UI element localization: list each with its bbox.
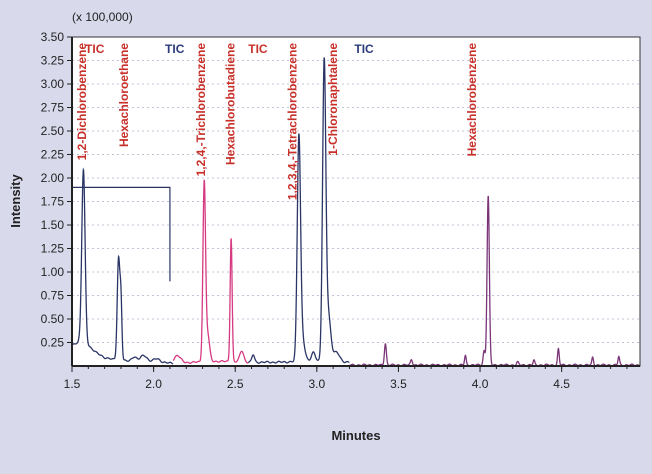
trace-segment-1 xyxy=(71,167,174,365)
x-tick-label: 4.5 xyxy=(553,377,570,391)
x-tick-label: 3.0 xyxy=(308,377,325,391)
peak-label: Hexachlorobenzene xyxy=(465,43,479,157)
scale-note: (x 100,000) xyxy=(72,10,133,24)
x-tick-label: 4.0 xyxy=(472,377,489,391)
y-tick-label: 1.00 xyxy=(41,265,65,279)
y-tick-label: 1.50 xyxy=(41,218,65,232)
tic-label: TIC xyxy=(354,42,374,56)
chromatogram-traces xyxy=(71,57,641,367)
segment-bracket xyxy=(72,186,171,282)
trace-segment-3 xyxy=(247,57,350,364)
tic-label: TIC xyxy=(85,42,105,56)
tic-label: TIC xyxy=(248,42,268,56)
x-tick-label: 2.0 xyxy=(145,377,162,391)
x-tick-label: 1.5 xyxy=(64,377,81,391)
peak-label: 1-Chloronaphtalene xyxy=(326,43,340,156)
peak-labels: 1,2-Dichlorobenzene Hexachloroethane 1,2,4… xyxy=(75,43,479,200)
y-tick-label: 0.25 xyxy=(41,336,65,350)
y-tick-label: 0.50 xyxy=(41,312,65,326)
y-tick-label: 2.50 xyxy=(41,124,65,138)
y-tick-label: 3.25 xyxy=(41,54,65,68)
trace-segment-4 xyxy=(349,195,641,367)
trace-segment-2 xyxy=(172,179,249,364)
peak-label: Hexachlorobutadiene xyxy=(223,43,237,165)
y-tick-label: 2.25 xyxy=(41,148,65,162)
peak-label: 1,2,3,4,-Tetrachlorobenzene xyxy=(285,43,299,200)
y-tick-label: 1.25 xyxy=(41,242,65,256)
peak-label: 1,2-Dichlorobenzene xyxy=(75,43,89,161)
y-tick-label: 1.75 xyxy=(41,195,65,209)
y-axis-ticks: 0.25 0.50 0.75 1.00 1.25 1.50 1.75 2.00 2.25 2.50… xyxy=(41,30,72,350)
tic-labels: TIC TIC TIC TIC xyxy=(85,42,374,56)
x-axis-title: Minutes xyxy=(331,428,380,443)
plot-background xyxy=(72,37,640,366)
y-tick-label: 2.00 xyxy=(41,171,65,185)
x-axis-ticks: 1.5 2.0 2.5 3.0 3.5 4.0 4.5 xyxy=(64,366,628,391)
y-tick-label: 2.75 xyxy=(41,101,65,115)
bracket-marker xyxy=(72,186,171,282)
x-tick-label: 2.5 xyxy=(227,377,244,391)
y-tick-label: 0.75 xyxy=(41,289,65,303)
y-tick-label: 3.50 xyxy=(41,30,65,44)
y-axis-title: Intensity xyxy=(8,174,23,228)
peak-label: 1,2,4,-Trichlorobenzene xyxy=(194,43,208,177)
x-tick-label: 3.5 xyxy=(390,377,407,391)
y-tick-label: 3.00 xyxy=(41,77,65,91)
peak-label: Hexachloroethane xyxy=(117,43,131,147)
tic-label: TIC xyxy=(165,42,185,56)
